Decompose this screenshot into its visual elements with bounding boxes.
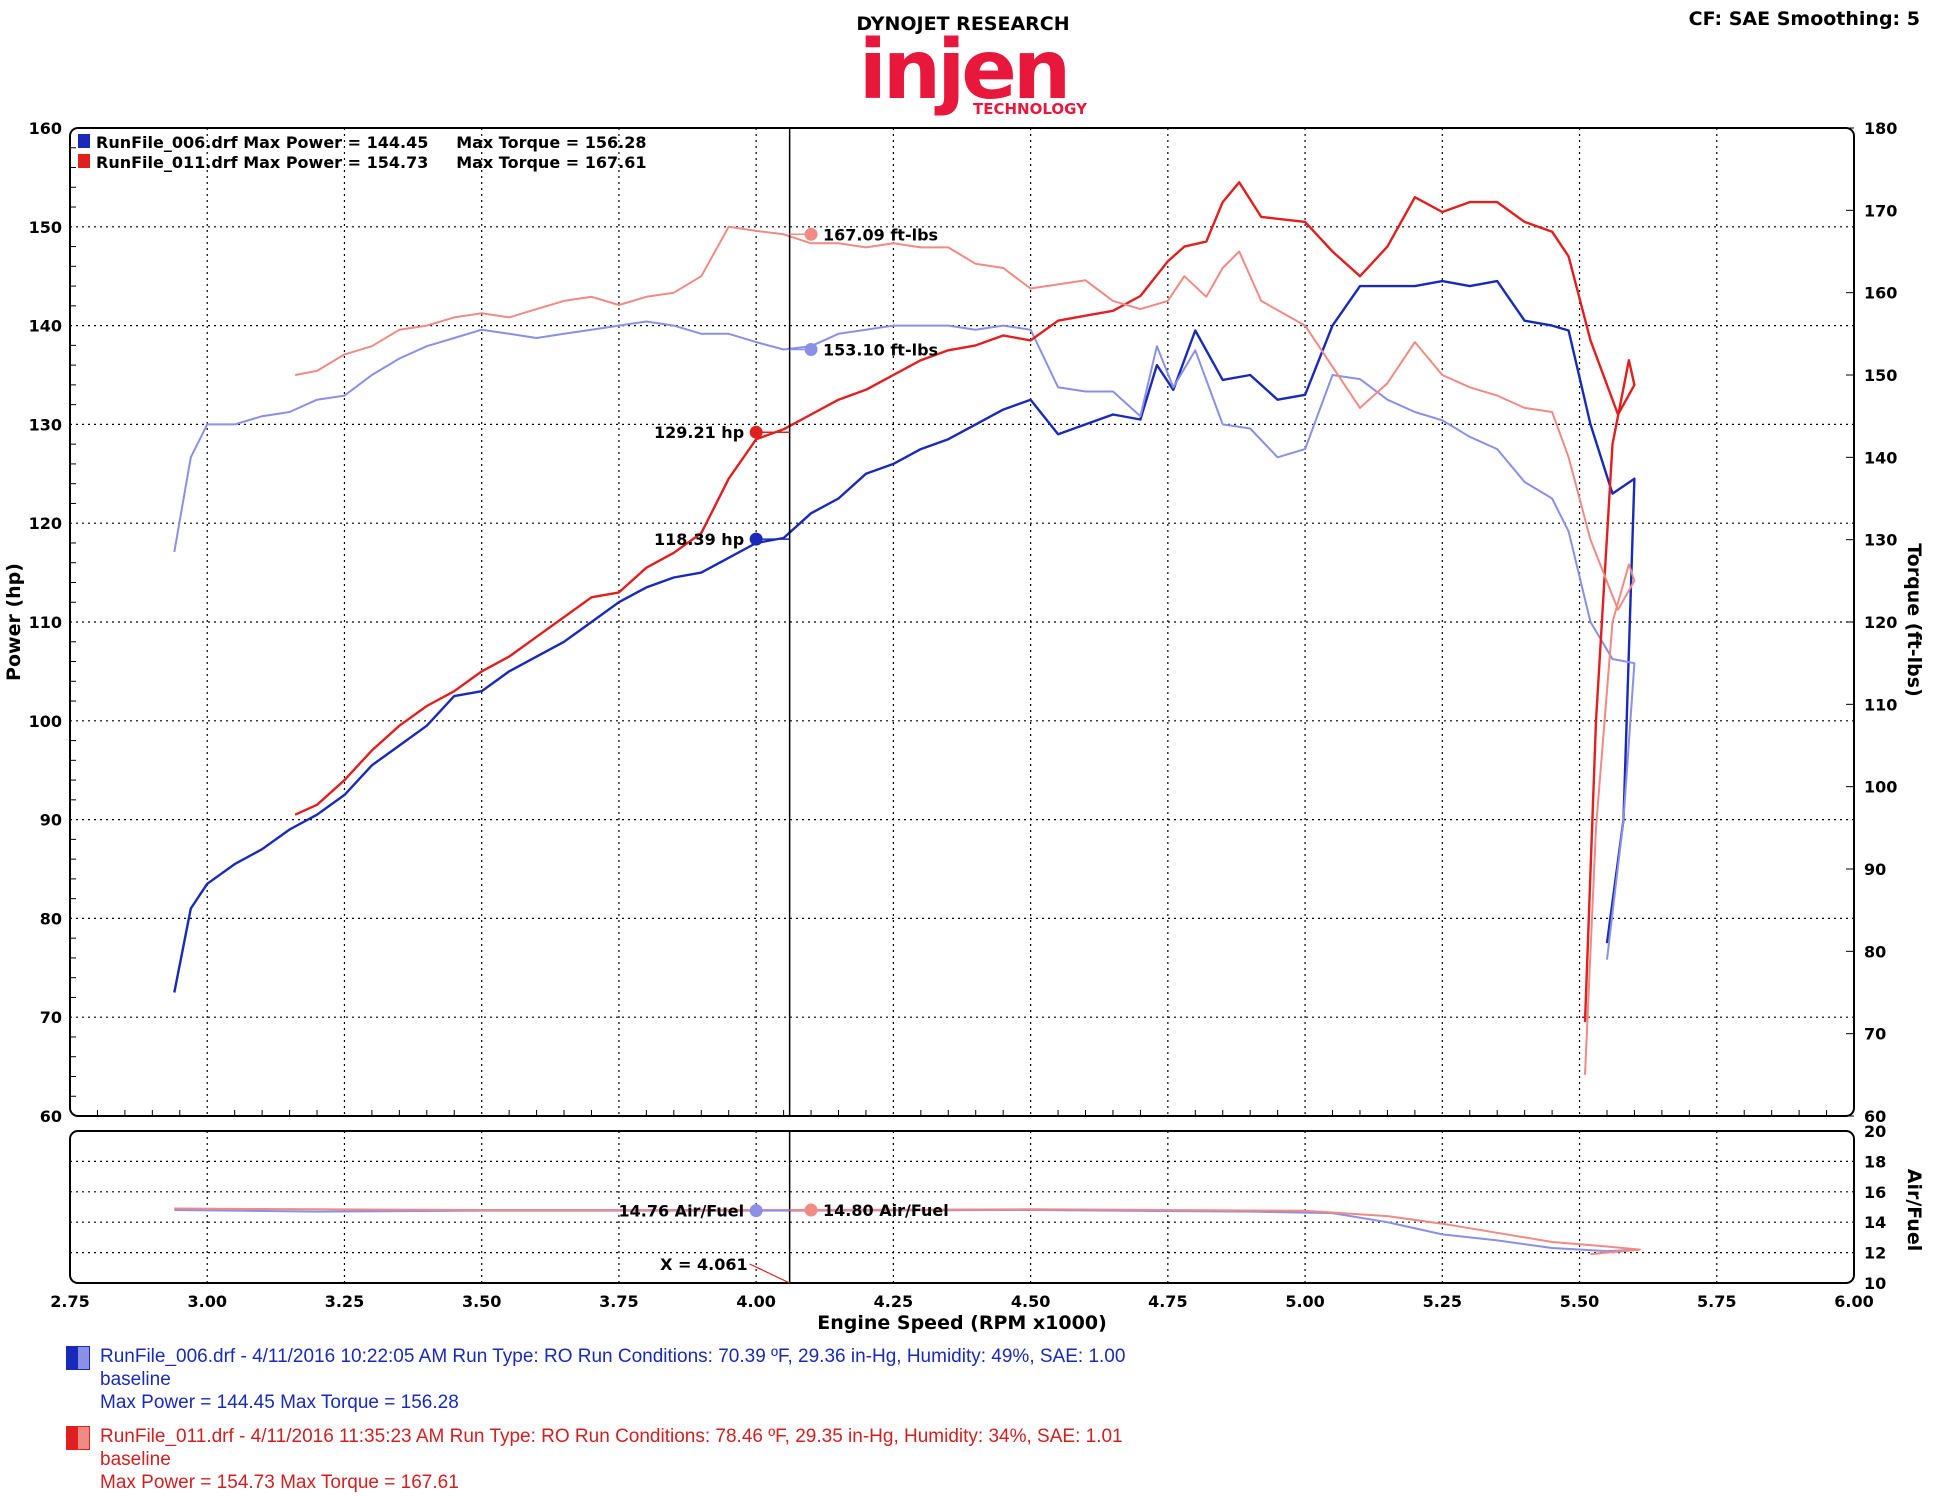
power-tick-label: 120: [29, 514, 62, 533]
x-tick-label: 4.00: [736, 1292, 775, 1311]
legend-swatch-run1: [78, 134, 90, 148]
power-tick-label: 140: [29, 317, 62, 336]
x-tick-label: 3.75: [599, 1292, 638, 1311]
run1-power-line: [173, 279, 1636, 993]
cursor-run2-afr-dot: [804, 1203, 818, 1217]
power-tick-label: 70: [40, 1008, 62, 1027]
series-layer: [173, 181, 1641, 1256]
x-tick-label: 5.75: [1697, 1292, 1736, 1311]
cursor-run1-torque-label: 153.10 ft-lbs: [823, 340, 938, 359]
power-tick-label: 150: [29, 218, 62, 237]
run2-torque-line: [294, 225, 1636, 1075]
footer-run2: RunFile_011.drf - 4/11/2016 11:35:23 AM …: [66, 1425, 1123, 1494]
torque-tick-label: 90: [1864, 860, 1886, 879]
power-tick-label: 80: [40, 909, 62, 928]
footer-run2-note: baseline: [100, 1449, 171, 1470]
cursor-run2-torque-dot: [804, 227, 818, 241]
power-tick-label: 160: [29, 119, 62, 138]
torque-tick-label: 170: [1864, 201, 1897, 220]
cursor-run2-afr-label: 14.80 Air/Fuel: [823, 1201, 949, 1220]
cursor-run1-torque-dot: [804, 342, 818, 356]
x-tick-label: 5.25: [1423, 1292, 1462, 1311]
afr-plot-frame: [69, 1130, 1855, 1284]
footer-run2-swatch: [66, 1426, 90, 1450]
brand-line: DYNOJET RESEARCH: [856, 13, 1069, 35]
x-tick-label: 6.00: [1834, 1292, 1873, 1311]
x-tick-label: 5.00: [1285, 1292, 1324, 1311]
run1-torque-line: [173, 320, 1636, 960]
legend: RunFile_006.drf Max Power = 144.45 Max T…: [78, 133, 646, 172]
axis-ticks: 2.75 3.00 3.25 3.50 3.75 4.00 4.25 4.50 4.75 5.00…: [29, 119, 1898, 1311]
grid-lines: [70, 128, 1854, 1283]
torque-tick-label: 60: [1864, 1107, 1886, 1126]
torque-tick-label: 110: [1864, 695, 1897, 714]
torque-tick-label: 120: [1864, 613, 1897, 632]
torque-tick-label: 100: [1864, 778, 1897, 797]
cursor-run1-power-dot: [749, 532, 763, 546]
settings-label: CF: SAE Smoothing: 5: [1689, 8, 1920, 30]
x-tick-label: 3.25: [325, 1292, 364, 1311]
power-tick-label: 60: [40, 1107, 62, 1126]
run2-power-line: [294, 181, 1636, 1023]
logo-word: injen: [859, 23, 1068, 118]
footer-run1-max: Max Power = 144.45 Max Torque = 156.28: [100, 1392, 459, 1413]
torque-tick-label: 70: [1864, 1025, 1886, 1044]
footer-run1-swatch: [66, 1346, 90, 1370]
cursor-run2-power-dot: [749, 425, 763, 439]
x-axis-title: Engine Speed (RPM x1000): [817, 1312, 1107, 1334]
cursor-run1-power-label: 118.39 hp: [654, 530, 744, 549]
afr-axis-title: Air/Fuel: [1903, 1169, 1925, 1252]
footer-run2-max: Max Power = 154.73 Max Torque = 167.61: [100, 1472, 459, 1493]
cursor-run2-power-label: 129.21 hp: [654, 423, 744, 442]
afr-tick-label: 14: [1864, 1213, 1886, 1232]
footer-run1: RunFile_006.drf - 4/11/2016 10:22:05 AM …: [66, 1345, 1126, 1414]
x-tick-label: 5.50: [1560, 1292, 1599, 1311]
footer-run2-conditions: RunFile_011.drf - 4/11/2016 11:35:23 AM …: [100, 1426, 1123, 1447]
legend-run1: RunFile_006.drf Max Power = 144.45 Max T…: [96, 133, 646, 152]
x-tick-label: 2.75: [50, 1292, 89, 1311]
torque-tick-label: 150: [1864, 366, 1897, 385]
x-tick-label: 3.50: [462, 1292, 501, 1311]
afr-tick-label: 12: [1864, 1244, 1886, 1263]
x-tick-label: 3.00: [187, 1292, 226, 1311]
cursor-layer: 167.09 ft-lbs 153.10 ft-lbs 129.21 hp 118.3…: [619, 128, 949, 1284]
torque-tick-label: 160: [1864, 284, 1897, 303]
afr-tick-label: 20: [1864, 1122, 1886, 1141]
run2-afr-line: [174, 1207, 1641, 1256]
x-tick-label: 4.25: [874, 1292, 913, 1311]
logo-sub: TECHNOLOGY: [973, 100, 1088, 118]
torque-tick-label: 80: [1864, 942, 1886, 961]
cursor-run2-torque-label: 167.09 ft-lbs: [823, 225, 938, 244]
cursor-x-label: X = 4.061: [660, 1255, 748, 1274]
power-tick-label: 90: [40, 811, 62, 830]
afr-tick-label: 10: [1864, 1274, 1886, 1293]
afr-tick-label: 16: [1864, 1183, 1886, 1202]
power-tick-label: 110: [29, 613, 62, 632]
power-tick-label: 130: [29, 415, 62, 434]
y-axis-right-title: Torque (ft-lbs): [1903, 543, 1925, 697]
y-axis-left-title: Power (hp): [3, 563, 25, 681]
x-tick-label: 4.75: [1148, 1292, 1187, 1311]
injen-logo: injen TECHNOLOGY: [859, 23, 1088, 118]
cursor-run1-afr-label: 14.76 Air/Fuel: [619, 1202, 745, 1221]
afr-tick-label: 18: [1864, 1152, 1886, 1171]
torque-tick-label: 180: [1864, 119, 1897, 138]
footer-run1-note: baseline: [100, 1369, 171, 1390]
torque-tick-label: 130: [1864, 531, 1897, 550]
legend-swatch-run2: [78, 154, 90, 168]
torque-tick-label: 140: [1864, 448, 1897, 467]
power-tick-label: 100: [29, 712, 62, 731]
legend-run2: RunFile_011.drf Max Power = 154.73 Max T…: [96, 153, 646, 172]
footer-run1-conditions: RunFile_006.drf - 4/11/2016 10:22:05 AM …: [100, 1346, 1126, 1367]
cursor-x-leader: [749, 1263, 790, 1284]
x-tick-label: 4.50: [1011, 1292, 1050, 1311]
cursor-run1-afr-dot: [749, 1204, 763, 1218]
